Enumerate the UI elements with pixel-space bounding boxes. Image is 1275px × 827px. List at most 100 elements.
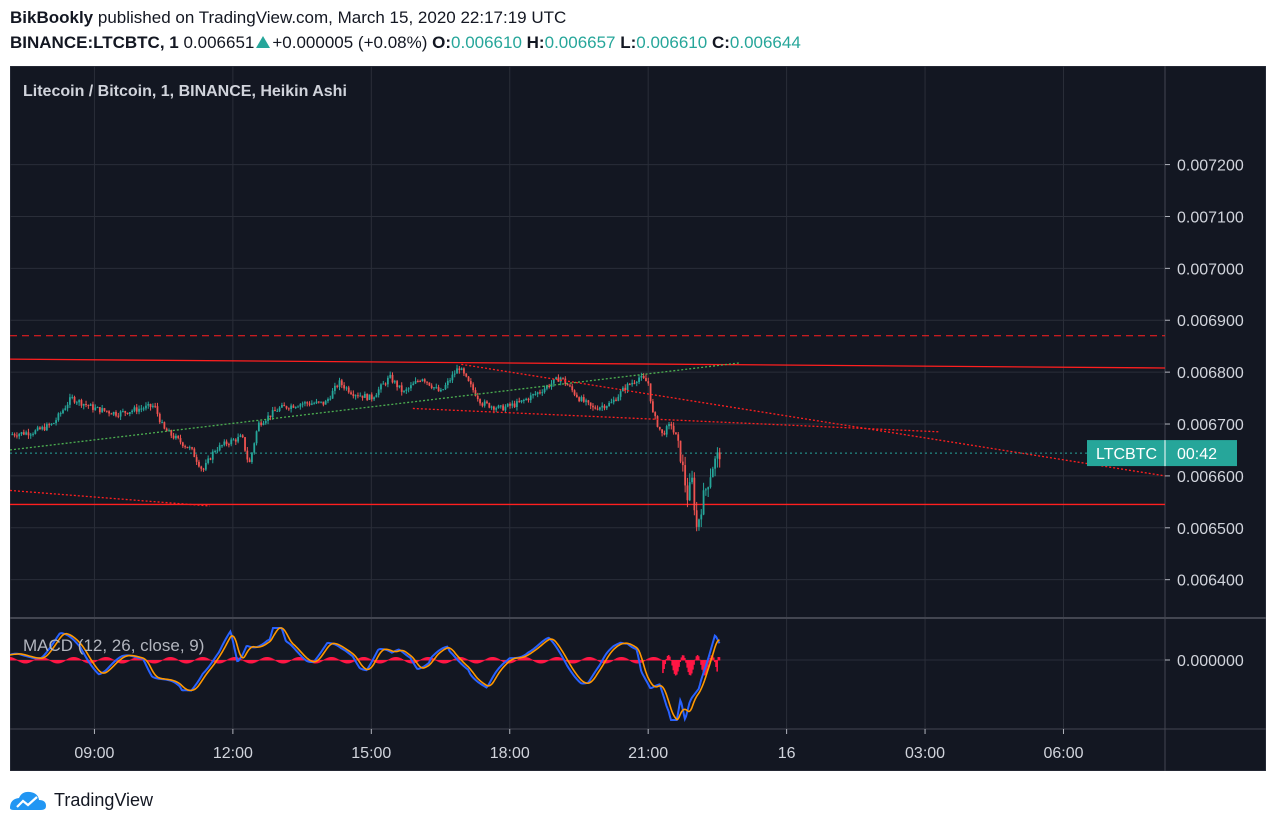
candle-body (241, 435, 244, 438)
macd-hist-bar (381, 660, 384, 664)
macd-hist-bar (426, 657, 429, 661)
macd-hist-bar (404, 660, 407, 662)
macd-hist-bar (241, 659, 243, 661)
macd-hist-bar (170, 657, 173, 661)
macd-hist-bar (552, 657, 555, 661)
candle-body (87, 404, 90, 406)
macd-hist-bar (126, 660, 129, 662)
candle-body (435, 387, 438, 389)
price-tick-label: 0.006500 (1177, 521, 1244, 538)
candle-body (193, 448, 196, 458)
candle-body (684, 465, 687, 486)
macd-hist-bar (243, 660, 245, 662)
candle-body (170, 430, 173, 436)
macd-hist-bar (281, 660, 284, 664)
macd-hist-bar (28, 660, 31, 663)
chart-canvas[interactable]: 0.007200 0.007100 0.007000 0.006900 0.006800… (10, 66, 1266, 771)
macd-hist-bar (154, 660, 157, 664)
candle-body (359, 395, 362, 397)
author-name[interactable]: BikBookly (10, 8, 94, 27)
macd-hist-bar (636, 660, 639, 664)
candle-body (287, 408, 290, 410)
macd-hist-bar (394, 657, 397, 661)
macd-hist-bar (575, 660, 578, 663)
macd-hist-bar (714, 660, 716, 663)
candle-body (702, 490, 705, 515)
macd-hist-bar (151, 660, 153, 664)
macd-hist-bar (679, 660, 682, 662)
macd-hist-bar (296, 657, 299, 661)
candle-body (460, 368, 463, 371)
macd-hist-bar (379, 660, 382, 664)
macd-hist-bar (16, 659, 18, 661)
macd-hist-bar (382, 660, 385, 663)
candle-body (336, 385, 339, 387)
macd-hist-bar (251, 660, 254, 664)
macd-hist-bar (209, 660, 212, 661)
macd-hist-bar (259, 659, 262, 661)
macd-hist-bar (617, 657, 619, 661)
candle-body (506, 403, 509, 407)
candle-body (532, 394, 534, 396)
candle-body (354, 395, 357, 397)
macd-hist-bar (516, 659, 519, 661)
tradingview-footer: TradingView (8, 787, 153, 813)
macd-hist-bar (700, 660, 702, 665)
macd-hist-bar (237, 657, 240, 661)
macd-hist-bar (222, 660, 225, 663)
macd-hist-bar (365, 657, 368, 661)
candle-body (474, 390, 477, 396)
macd-hist-bar (103, 657, 106, 661)
macd-hist-bar (678, 660, 680, 667)
price-badge[interactable]: LTCBTC 00:42 (1087, 440, 1237, 467)
price-badge-bg (1087, 440, 1237, 467)
macd-hist-bar (546, 660, 549, 662)
macd-hist-bar (588, 657, 590, 661)
macd-hist-bar (366, 657, 369, 661)
candle-body (13, 434, 16, 436)
macd-hist-bar (230, 657, 233, 661)
candle-body (149, 403, 152, 407)
macd-hist-bar (182, 660, 184, 663)
symbol-header: BINANCE:LTCBTC, 1 0.006651 +0.000005 (+0.… (10, 33, 801, 53)
macd-hist-bar (352, 660, 355, 662)
macd-hist-bar (29, 660, 32, 663)
macd-hist-bar (108, 657, 111, 661)
macd-hist-bar (462, 657, 465, 661)
macd-hist-bar (204, 657, 206, 661)
macd-hist-bar (685, 660, 687, 663)
macd-hist-bar (23, 660, 25, 664)
macd-hist-bar (12, 657, 15, 661)
candle-body (520, 400, 523, 403)
macd-hist-bar (386, 660, 389, 661)
candle-body (555, 377, 558, 380)
macd-hist-bar (336, 658, 339, 661)
macd-hist-bar (393, 657, 395, 661)
macd-hist-bar (65, 659, 68, 661)
candle-body (633, 382, 636, 384)
macd-hist-bar (20, 660, 23, 663)
tradingview-brand[interactable]: TradingView (54, 789, 154, 810)
macd-hist-bar (561, 658, 564, 661)
candle-body (642, 375, 645, 379)
macd-hist-bar (339, 660, 341, 661)
macd-hist-bar (514, 660, 517, 662)
macd-hist-bar (331, 657, 333, 661)
candle-body (384, 383, 387, 385)
candle-body (391, 374, 394, 383)
macd-hist-bar (520, 657, 522, 661)
macd-hist-bar (134, 657, 137, 661)
candle-body (315, 401, 318, 404)
price-change: +0.000005 (+0.08%) (272, 33, 428, 52)
macd-hist-bar (171, 657, 174, 661)
macd-hist-bar (13, 658, 16, 661)
candle-body (619, 391, 622, 397)
macd-hist-bar (702, 660, 705, 674)
macd-hist-bar (32, 660, 34, 661)
candle-body (552, 379, 555, 384)
candle-body (516, 401, 518, 407)
macd-hist-bar (515, 660, 518, 661)
candle-body (361, 395, 364, 398)
macd-pane: MACD (12, 26, close, 9) (10, 627, 721, 723)
candle-body (280, 405, 283, 408)
